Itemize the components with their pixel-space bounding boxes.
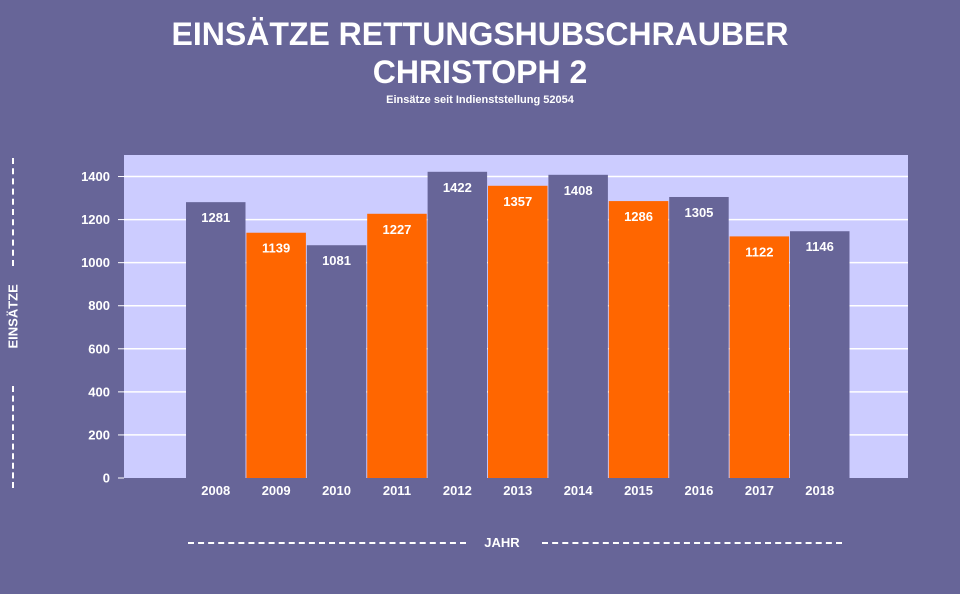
y-axis-label: EINSÄTZE <box>5 284 21 349</box>
bar <box>729 236 790 478</box>
x-tick-label: 2015 <box>624 483 653 498</box>
x-tick-label: 2014 <box>564 483 594 498</box>
x-tick-label: 2018 <box>805 483 834 498</box>
y-axis-dash-top <box>12 158 14 266</box>
x-tick-label: 2008 <box>201 483 230 498</box>
bar-data-label: 1408 <box>564 183 593 198</box>
y-tick-label: 1400 <box>81 169 110 184</box>
y-tick-label: 0 <box>103 471 110 486</box>
bar <box>367 213 427 478</box>
bar-data-label: 1139 <box>262 241 290 256</box>
bar-data-label: 1286 <box>624 209 653 224</box>
x-tick-label: 2016 <box>684 483 713 498</box>
x-tick-label: 2013 <box>503 483 532 498</box>
y-tick-label: 800 <box>88 298 110 313</box>
y-axis-dash-bottom <box>12 386 14 488</box>
bar-data-label: 1122 <box>745 244 773 259</box>
y-axis-label-area: EINSÄTZE <box>2 158 24 488</box>
bar <box>488 185 548 478</box>
x-tick-label: 2011 <box>383 483 411 498</box>
y-tick-label: 200 <box>88 427 110 442</box>
bar-data-label: 1081 <box>322 253 351 268</box>
y-tick-label: 600 <box>88 341 110 356</box>
chart-subtitle: Einsätze seit Indienststellung 52054 <box>386 94 574 106</box>
chart-title-line-2: CHRISTOPH 2 <box>372 54 588 90</box>
y-tick-label: 400 <box>88 384 110 399</box>
x-tick-label: 2012 <box>443 483 472 498</box>
y-tick-label: 1000 <box>81 255 110 270</box>
chart-title-line-1: EINSÄTZE RETTUNGSHUBSCHRAUBER <box>171 16 789 52</box>
x-axis-dash-left <box>188 542 466 544</box>
bar-data-label: 1357 <box>503 194 532 209</box>
bar <box>427 171 488 478</box>
y-tick-label: 1200 <box>81 212 110 227</box>
bar <box>548 174 608 478</box>
bar-data-label: 1227 <box>382 222 411 237</box>
bar <box>186 202 246 478</box>
bar <box>669 196 729 479</box>
bar <box>246 232 306 478</box>
bar-data-label: 1281 <box>201 210 230 225</box>
x-tick-label: 2010 <box>322 483 351 498</box>
x-axis-dash-right <box>542 542 842 544</box>
bar-data-label: 1146 <box>806 239 834 254</box>
x-tick-label: 2017 <box>745 483 774 498</box>
x-axis-label: JAHR <box>484 535 520 550</box>
x-tick-label: 2009 <box>262 483 291 498</box>
bar <box>306 245 367 478</box>
bar-data-label: 1305 <box>684 205 713 220</box>
bar <box>608 201 669 478</box>
bar-data-label: 1422 <box>443 180 472 195</box>
bar <box>790 231 850 478</box>
